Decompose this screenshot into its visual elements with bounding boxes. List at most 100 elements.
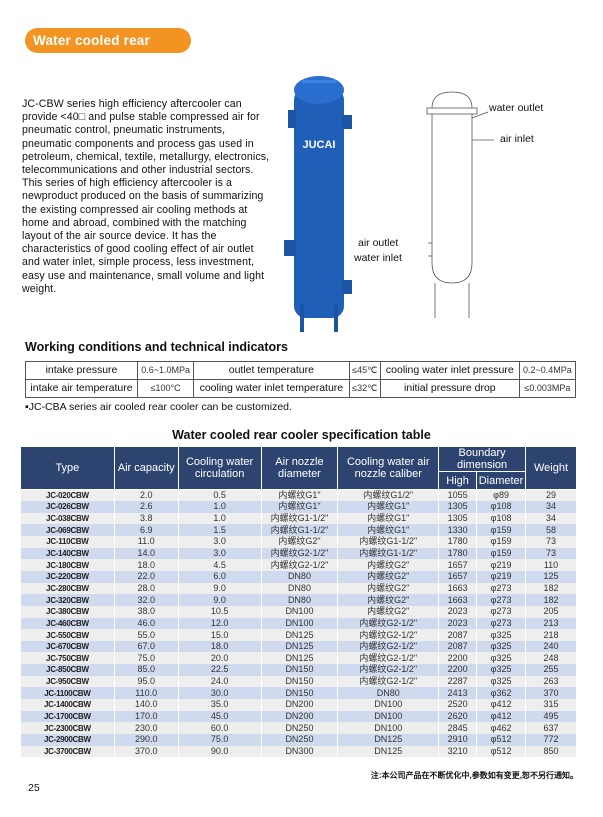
table-row: JC-850CBW 85.0 22.5 DN150 内螺纹G2-1/2" 2200 φ325…: [20, 664, 577, 676]
cell: 1657: [438, 570, 478, 583]
cell: 205: [525, 605, 577, 618]
cell: 2200: [438, 652, 478, 665]
cell: 内螺纹G2": [337, 605, 440, 618]
cell: initial pressure drop: [379, 379, 520, 398]
header-air-capacity: Air capacity: [113, 446, 179, 490]
cell: 46.0: [113, 617, 179, 630]
cell: 637: [525, 722, 577, 734]
cell: ≤100°C: [136, 379, 195, 398]
cell: 35.0: [177, 699, 262, 711]
header-cooling-water: Cooling water circulation: [177, 446, 262, 490]
header-high: High: [438, 471, 478, 490]
cell: 1055: [438, 489, 478, 502]
cell: 内螺纹G1-1/2": [337, 536, 440, 548]
spec-table: Type Air capacity Cooling water circulat…: [20, 446, 577, 758]
cell: 1305: [438, 512, 478, 525]
cell: 1.0: [177, 512, 262, 525]
cell: 22.0: [113, 570, 179, 583]
cell: 1663: [438, 594, 478, 606]
cell: 110.0: [113, 687, 179, 700]
header-air-nozzle: Air nozzle diameter: [260, 446, 339, 490]
cell: 内螺纹G2": [337, 559, 440, 571]
cell: 182: [525, 582, 577, 595]
cell: φ219: [476, 559, 527, 571]
cell: DN150: [260, 675, 339, 688]
table-row: intake air temperature ≤100°C cooling wa…: [25, 379, 577, 398]
cell: 内螺纹G2": [337, 582, 440, 595]
cell: 内螺纹G1-1/2": [260, 524, 339, 537]
cell: DN125: [260, 640, 339, 653]
cell: 2520: [438, 699, 478, 711]
cell: φ273: [476, 617, 527, 630]
cell: JC-670CBW: [20, 640, 115, 653]
table-row: JC-550CBW 55.0 15.0 DN125 内螺纹G2-1/2" 2087 φ325…: [20, 629, 577, 641]
table-row: JC-220CBW 22.0 6.0 DN80 内螺纹G2" 1657 φ219 125: [20, 570, 577, 583]
cell: φ362: [476, 687, 527, 700]
cell: 29: [525, 489, 577, 502]
cell: JC-850CBW: [20, 664, 115, 676]
header-type: Type: [20, 446, 115, 490]
cell: JC-3700CBW: [20, 745, 115, 758]
cell: JC-038CBW: [20, 512, 115, 525]
table-row: JC-140CBW 14.0 3.0 内螺纹G2-1/2" 内螺纹G1-1/2" 1780…: [20, 547, 577, 560]
cell: 34: [525, 501, 577, 513]
cell: 4.5: [177, 559, 262, 571]
table-row: JC-020CBW 2.0 0.5 内螺纹G1" 内螺纹G1/2" 1055 φ89 29: [20, 489, 577, 502]
cell: 60.0: [177, 722, 262, 734]
cell: 内螺纹G2-1/2": [337, 652, 440, 665]
cell: φ108: [476, 512, 527, 525]
cell: 内螺纹G2": [337, 594, 440, 606]
cell: ≤45℃: [348, 361, 381, 380]
cell: DN80: [337, 687, 440, 700]
cell: φ273: [476, 594, 527, 606]
cell: 2.0: [113, 489, 179, 502]
disclaimer-note: 注:本公司产品在不断优化中,参数如有变更,恕不另行通知。: [370, 771, 578, 780]
cell: 15.0: [177, 629, 262, 641]
cell: 34: [525, 512, 577, 525]
cell: 75.0: [113, 652, 179, 665]
cell: φ219: [476, 570, 527, 583]
cell: DN100: [337, 699, 440, 711]
cell: 内螺纹G2-1/2": [337, 629, 440, 641]
cell: 2023: [438, 605, 478, 618]
cell: 20.0: [177, 652, 262, 665]
cell: 9.0: [177, 582, 262, 595]
cell: 370.0: [113, 745, 179, 758]
table-row: JC-320CBW 32.0 9.0 DN80 内螺纹G2" 1663 φ273 182: [20, 594, 577, 606]
cell: φ159: [476, 536, 527, 548]
cell: DN80: [260, 582, 339, 595]
cell: 140.0: [113, 699, 179, 711]
cell: 3.8: [113, 512, 179, 525]
cell: JC-220CBW: [20, 570, 115, 583]
cell: 12.0: [177, 617, 262, 630]
cooler-tank-image: JUCAI: [284, 76, 352, 332]
cell: 内螺纹G1": [260, 501, 339, 513]
cell: DN300: [260, 745, 339, 758]
table-row: JC-280CBW 28.0 9.0 DN80 内螺纹G2" 1663 φ273 182: [20, 582, 577, 595]
label-water-inlet: water inlet: [354, 252, 402, 264]
cell: 2023: [438, 617, 478, 630]
cell: JC-020CBW: [20, 489, 115, 502]
cell: 255: [525, 664, 577, 676]
cell: 85.0: [113, 664, 179, 676]
cell: φ325: [476, 640, 527, 653]
cell: 1330: [438, 524, 478, 537]
table-row: JC-2300CBW 230.0 60.0 DN250 DN100 2845 φ462 637: [20, 722, 577, 734]
cell: 1305: [438, 501, 478, 513]
cell: ≤0.003MPa: [518, 379, 577, 398]
cell: JC-1400CBW: [20, 699, 115, 711]
cell: φ512: [476, 745, 527, 758]
table-row: JC-750CBW 75.0 20.0 DN125 内螺纹G2-1/2" 2200 φ325…: [20, 652, 577, 665]
cell: 32.0: [113, 594, 179, 606]
table-row: JC-460CBW 46.0 12.0 DN100 内螺纹G2-1/2" 2023 φ273…: [20, 617, 577, 630]
table-row: JC-1700CBW 170.0 45.0 DN200 DN100 2620 φ412 495: [20, 710, 577, 723]
cell: intake pressure: [25, 361, 138, 380]
cell: JC-550CBW: [20, 629, 115, 641]
cell: JC-110CBW: [20, 536, 115, 548]
cell: DN100: [337, 722, 440, 734]
cell: DN250: [260, 733, 339, 746]
cell: 2087: [438, 629, 478, 641]
header-diameter: Diameter: [476, 471, 527, 490]
cell: DN150: [260, 687, 339, 700]
cell: 772: [525, 733, 577, 746]
